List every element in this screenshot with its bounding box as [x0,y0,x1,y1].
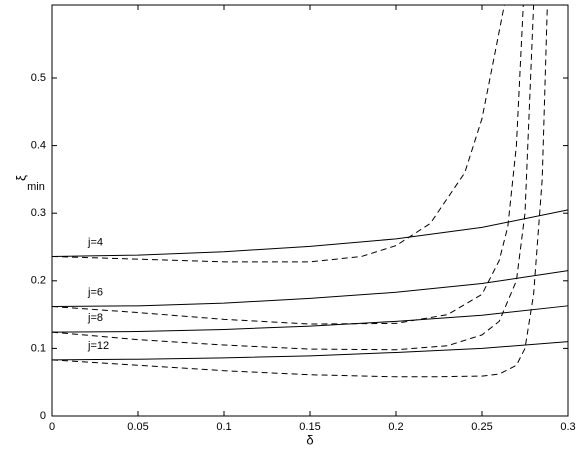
y-tick-label: 0.3 [31,207,46,219]
line [51,4,535,351]
line-label: j=8 [87,312,103,324]
line [51,341,569,361]
line [51,305,569,333]
y-tick-label: 0 [40,410,46,422]
line [51,270,569,307]
line-label: j=12 [87,340,109,352]
line [51,4,548,378]
y-tick-label: 0.5 [31,72,46,84]
x-axis-label: δ [306,432,313,447]
line [51,4,524,325]
y-tick-label: 0.4 [31,140,46,152]
y-tick-label: 0.1 [31,342,46,354]
y-tick-label: 0.2 [31,275,46,287]
y-axis-label: ξ [13,175,28,181]
line-label: j=6 [87,286,103,298]
x-tick-label: 0 [49,421,55,433]
plot-frame [51,4,569,417]
x-tick-label: 0.1 [216,421,231,433]
y-axis-label-subscript: min [27,181,45,193]
x-tick-label: 0.3 [560,421,575,433]
y-axis-label-group: ξ [13,175,28,181]
x-tick-label: 0.05 [127,421,148,433]
line-label: j=4 [87,236,103,248]
line [51,4,505,263]
x-tick-label: 0.15 [299,421,320,433]
x-tick-label: 0.25 [471,421,492,433]
line [51,209,569,257]
x-tick-label: 0.2 [388,421,403,433]
